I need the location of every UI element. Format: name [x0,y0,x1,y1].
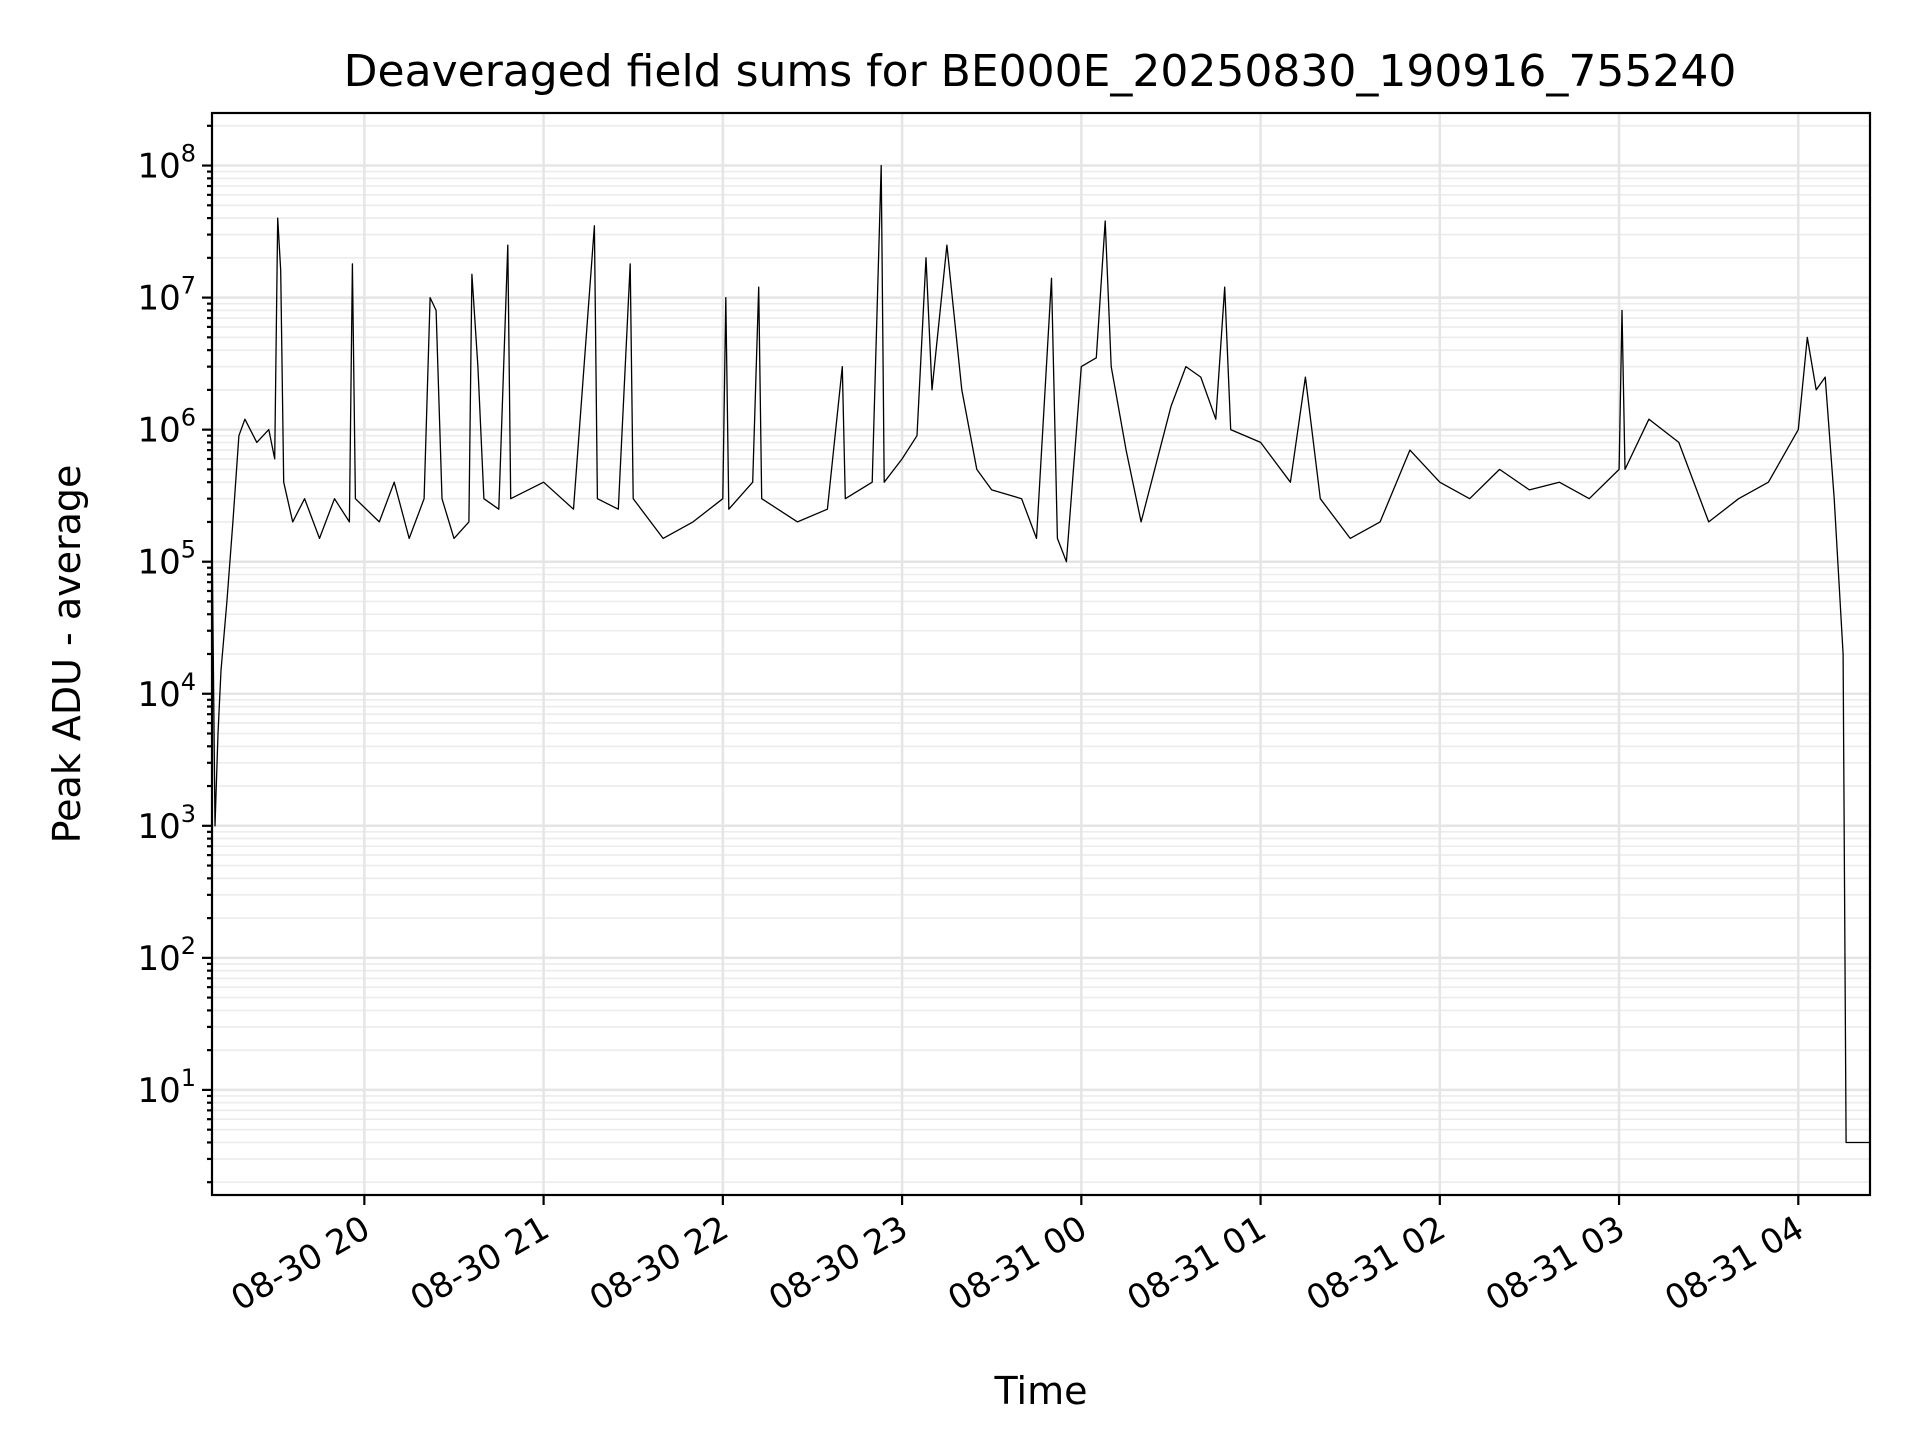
y-tick-label: 107 [137,272,196,319]
y-axis: 101 102 103 104 105 106 107 108 [137,124,212,1184]
chart-title: Deaveraged field sums for BE000E_2025083… [344,46,1737,97]
y-tick-label: 103 [137,800,196,847]
x-axis-label: Time [994,1369,1088,1413]
plot-area [211,164,1870,1144]
y-tick-label: 108 [137,140,196,187]
y-tick-label: 102 [137,932,196,979]
y-axis-label: Peak ADU - average [45,465,89,844]
y-tick-label: 104 [137,668,196,715]
y-tick-label: 101 [137,1064,196,1111]
series-line-0 [211,164,1870,1144]
y-tick-label: 106 [137,404,196,451]
grid [212,113,1870,1195]
y-tick-label: 105 [137,536,196,583]
